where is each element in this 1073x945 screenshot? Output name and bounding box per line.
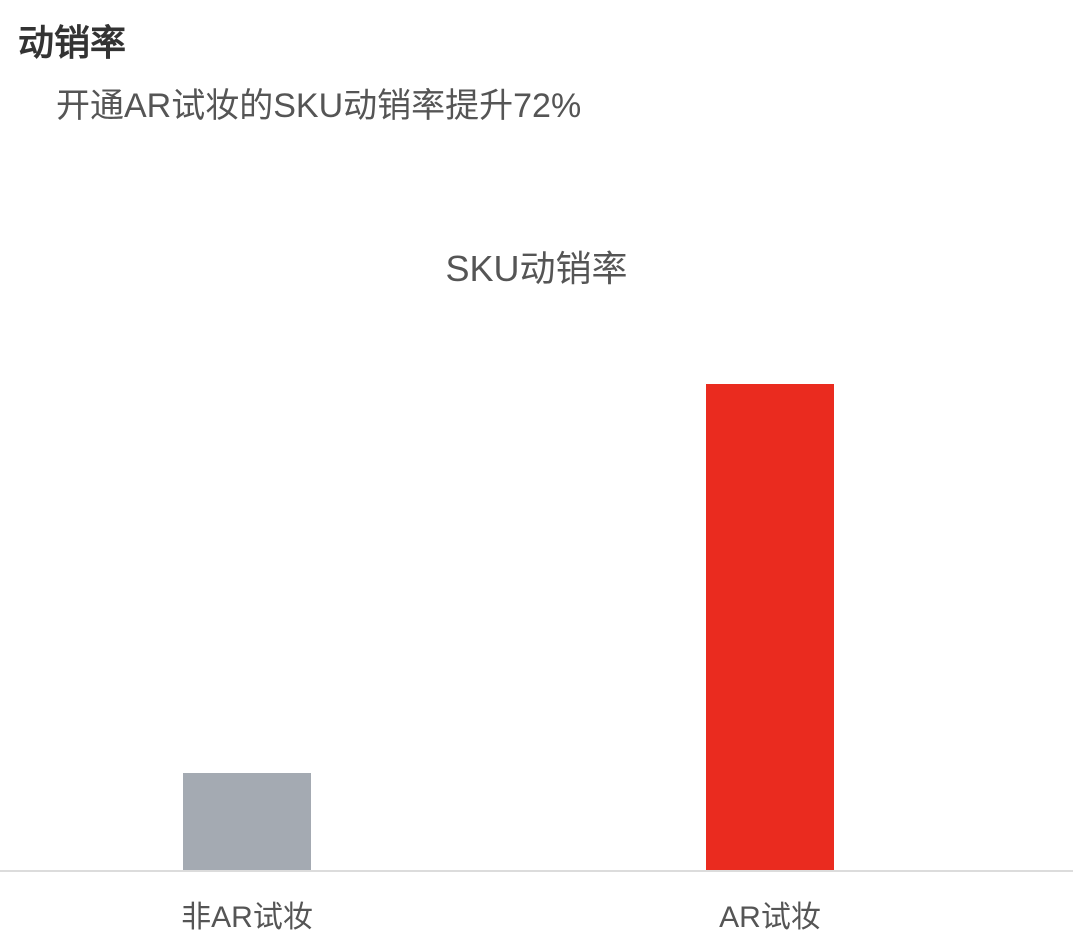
chart-plot-area: [0, 332, 1073, 872]
chart-bar: [706, 384, 834, 870]
page-title: 动销率: [0, 0, 1073, 66]
chart-x-label: AR试妆: [719, 892, 821, 936]
page-subtitle: 开通AR试妆的SKU动销率提升72%: [0, 66, 1073, 127]
chart-title: SKU动销率: [0, 240, 1073, 292]
chart-container: SKU动销率 非AR试妆AR试妆: [0, 240, 1073, 932]
chart-x-label: 非AR试妆: [181, 892, 313, 936]
chart-bar: [183, 773, 311, 870]
chart-x-labels: 非AR试妆AR试妆: [0, 872, 1073, 932]
